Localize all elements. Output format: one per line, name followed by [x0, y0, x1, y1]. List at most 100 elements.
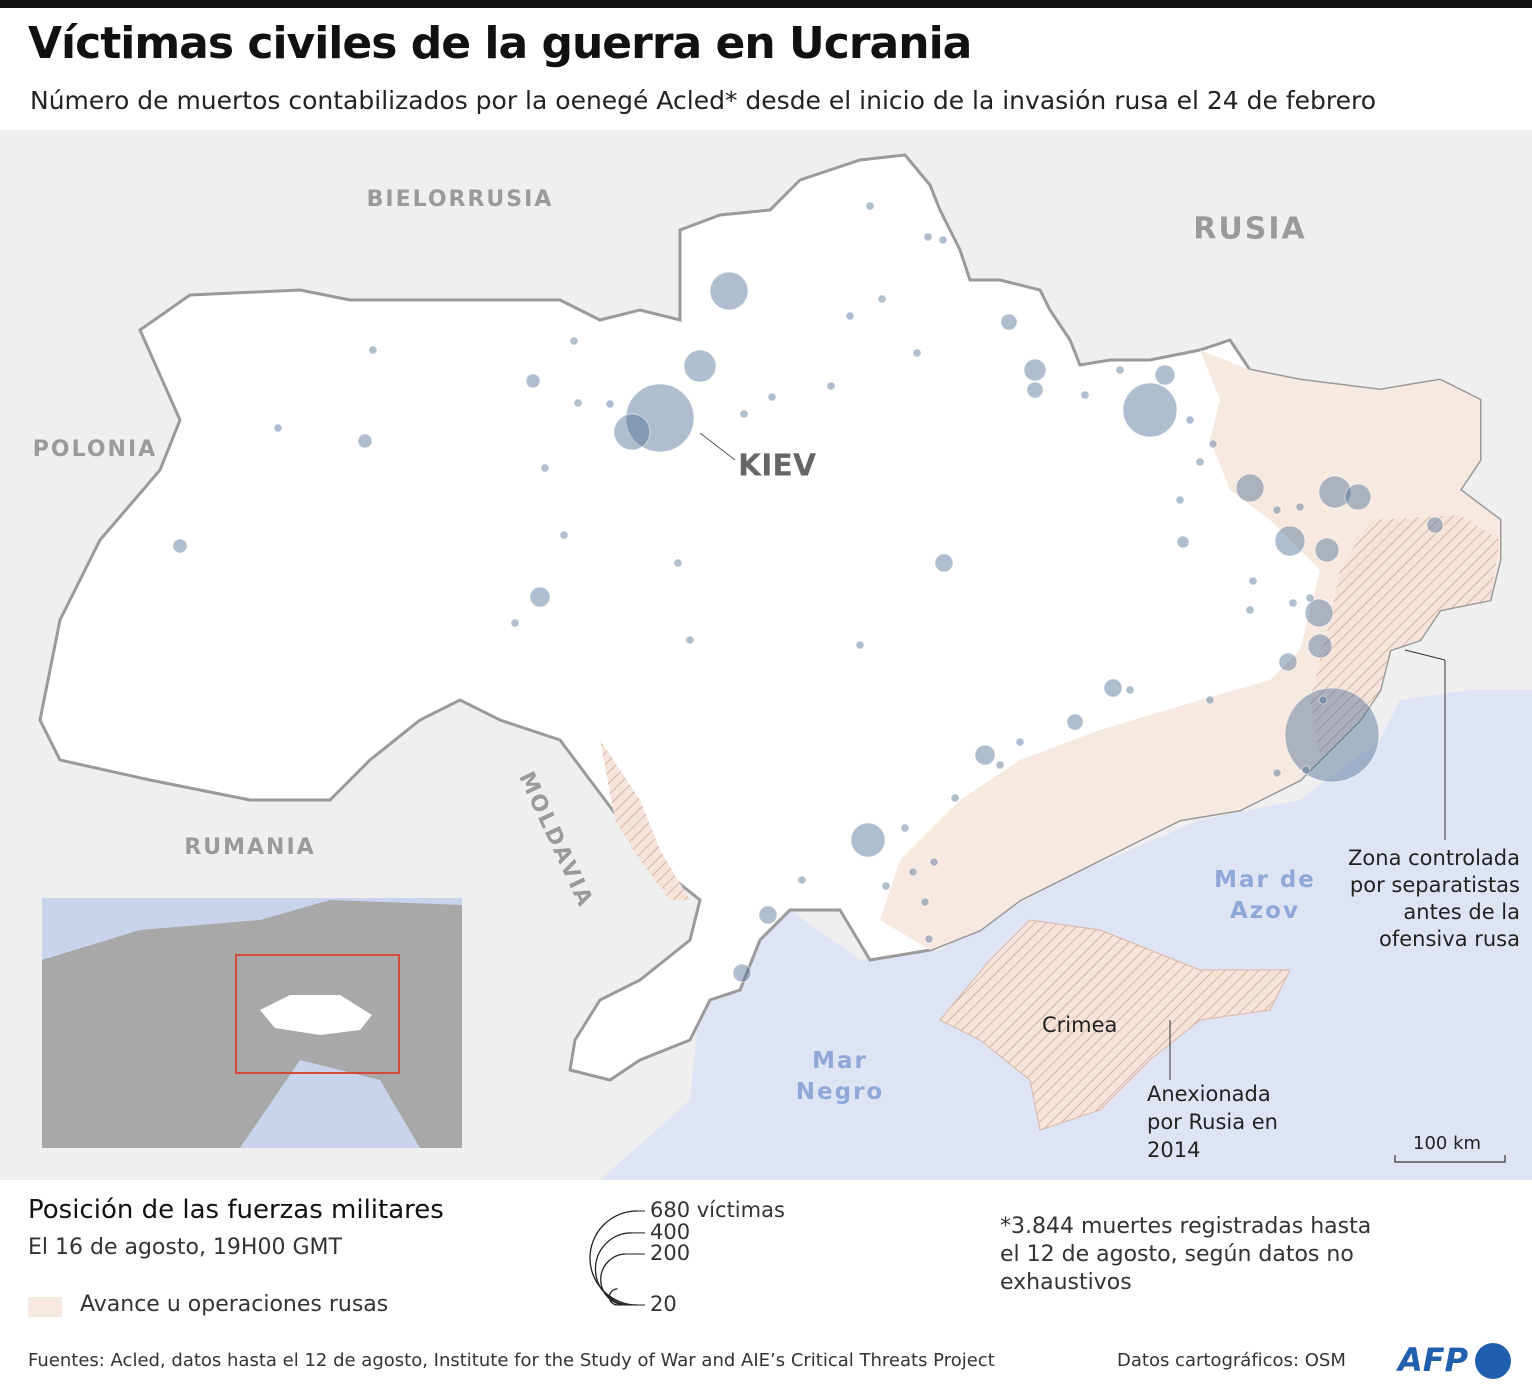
casualty-bubble [758, 905, 778, 925]
separatist-note: Zona controlada por separatistas antes d… [1348, 846, 1520, 951]
casualty-bubble [673, 558, 683, 568]
city-label: KIEV [738, 449, 817, 484]
casualty-bubble [625, 383, 695, 453]
casualty-bubble [573, 398, 583, 408]
casualty-bubble [995, 760, 1005, 770]
casualty-bubble [950, 793, 960, 803]
casualty-bubble [767, 392, 777, 402]
sources: Fuentes: Acled, datos hasta el 12 de ago… [28, 1350, 995, 1371]
casualty-bubble [1176, 535, 1190, 549]
size-legend-arc [600, 1253, 627, 1306]
casualty-bubble [1245, 605, 1255, 615]
size-legend-arc [595, 1232, 632, 1306]
casualty-bubble [1175, 495, 1185, 505]
scale-bar [1394, 1155, 1506, 1163]
casualty-bubble [273, 423, 283, 433]
casualty-bubble [529, 586, 551, 608]
casualty-bubble [855, 640, 865, 650]
casualty-bubble [1066, 713, 1084, 731]
casualty-bubble [605, 399, 615, 409]
legend-title: Posición de las fuerzas militares [28, 1195, 444, 1225]
casualty-bubble [1318, 475, 1352, 509]
osm-credit: Datos cartográficos: OSM [1117, 1350, 1346, 1371]
casualty-bubble [368, 345, 378, 355]
leader-line [1404, 649, 1446, 661]
scale-label: 100 km [1413, 1133, 1482, 1154]
footnote: *3.844 muertes registradas hasta el 12 d… [1000, 1214, 1372, 1295]
transnistria [600, 740, 690, 900]
casualty-bubble [1023, 358, 1047, 382]
casualty-bubble [709, 271, 749, 311]
casualty-bubble [923, 232, 933, 242]
casualty-bubble [1208, 439, 1218, 449]
casualty-bubble [1154, 364, 1176, 386]
casualty-bubble [1307, 633, 1333, 659]
casualty-bubble [357, 433, 373, 449]
logo: AFP [1398, 1341, 1469, 1379]
country-label: RUSIA [1193, 212, 1306, 247]
size-legend-label: 400 [650, 1220, 690, 1244]
sea-label: Mar Negro [795, 1048, 885, 1105]
inset-land [42, 900, 462, 1148]
legend-date: El 16 de agosto, 19H00 GMT [28, 1235, 342, 1260]
casualty-bubble [685, 635, 695, 645]
casualty-bubble [908, 867, 918, 877]
casualty-bubble [559, 530, 569, 540]
country-label: BIELORRUSIA [367, 187, 554, 212]
casualty-bubble [540, 463, 550, 473]
inset-frame [235, 954, 400, 1074]
casualty-bubble [1426, 516, 1444, 534]
casualty-bubble [1278, 652, 1298, 672]
country-label: POLONIA [33, 437, 157, 462]
casualty-bubble [569, 336, 579, 346]
casualty-bubble [1015, 737, 1025, 747]
casualty-bubble [845, 311, 855, 321]
casualty-bubble [739, 409, 749, 419]
casualty-bubble [1305, 593, 1315, 603]
casualty-bubble [1000, 313, 1018, 331]
size-legend-arc [608, 1288, 618, 1306]
casualty-bubble [865, 201, 875, 211]
casualty-bubble [1195, 457, 1205, 467]
casualty-bubble [172, 538, 188, 554]
casualty-bubble [1115, 365, 1125, 375]
casualty-bubble [1272, 505, 1282, 515]
casualty-bubble [826, 381, 836, 391]
casualty-bubble [797, 875, 807, 885]
subtitle: Número de muertos contabilizados por la … [30, 86, 1377, 115]
title: Víctimas civiles de la guerra en Ucrania [28, 18, 972, 69]
casualty-bubble [510, 618, 520, 628]
casualty-bubble [900, 823, 910, 833]
casualty-bubble [1301, 765, 1311, 775]
crimea-label: Crimea [1042, 1013, 1118, 1037]
top-rule [0, 0, 1532, 8]
sea-label: Mar de Azov [1214, 867, 1316, 924]
casualty-bubble [1304, 598, 1334, 628]
casualty-bubble [1205, 695, 1215, 705]
casualty-bubble [912, 348, 922, 358]
casualty-bubble [881, 881, 891, 891]
size-legend-label: 200 [650, 1241, 690, 1265]
size-legend-arc [589, 1210, 638, 1306]
casualty-bubble [1288, 598, 1298, 608]
legend-swatch [28, 1297, 62, 1317]
casualty-bubble [924, 934, 934, 944]
casualty-bubble [1122, 382, 1178, 438]
casualty-bubble [1248, 576, 1258, 586]
casualty-bubble [1185, 415, 1195, 425]
casualty-bubble [1125, 685, 1135, 695]
casualty-bubble [1274, 525, 1306, 557]
casualty-bubble [613, 413, 651, 451]
casualty-bubble [1272, 768, 1282, 778]
casualty-bubble [1318, 695, 1328, 705]
city-leader [699, 432, 736, 461]
casualty-bubble [1344, 483, 1372, 511]
casualty-bubble [929, 857, 939, 867]
casualty-bubble [1235, 473, 1265, 503]
casualty-bubble [938, 235, 948, 245]
casualty-bubble [1026, 381, 1044, 399]
casualty-bubble [683, 349, 717, 383]
casualty-bubble [732, 963, 752, 983]
